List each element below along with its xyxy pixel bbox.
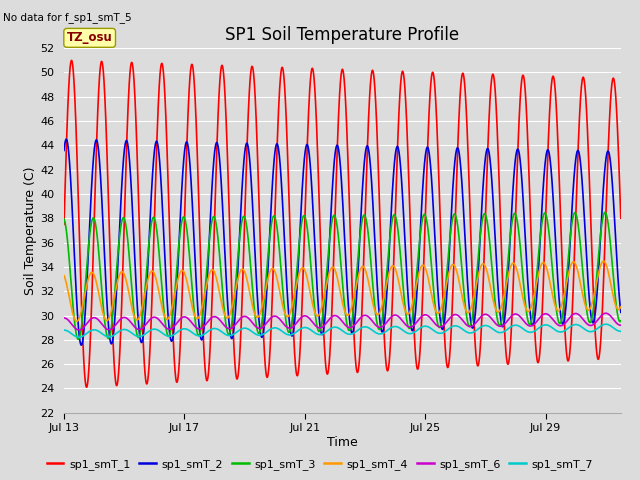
Y-axis label: Soil Temperature (C): Soil Temperature (C) [24,166,37,295]
X-axis label: Time: Time [327,436,358,449]
Text: TZ_osu: TZ_osu [67,31,113,44]
Text: No data for f_sp1_smT_5: No data for f_sp1_smT_5 [3,12,132,23]
Legend: sp1_smT_1, sp1_smT_2, sp1_smT_3, sp1_smT_4, sp1_smT_6, sp1_smT_7: sp1_smT_1, sp1_smT_2, sp1_smT_3, sp1_smT… [42,455,598,474]
Title: SP1 Soil Temperature Profile: SP1 Soil Temperature Profile [225,25,460,44]
